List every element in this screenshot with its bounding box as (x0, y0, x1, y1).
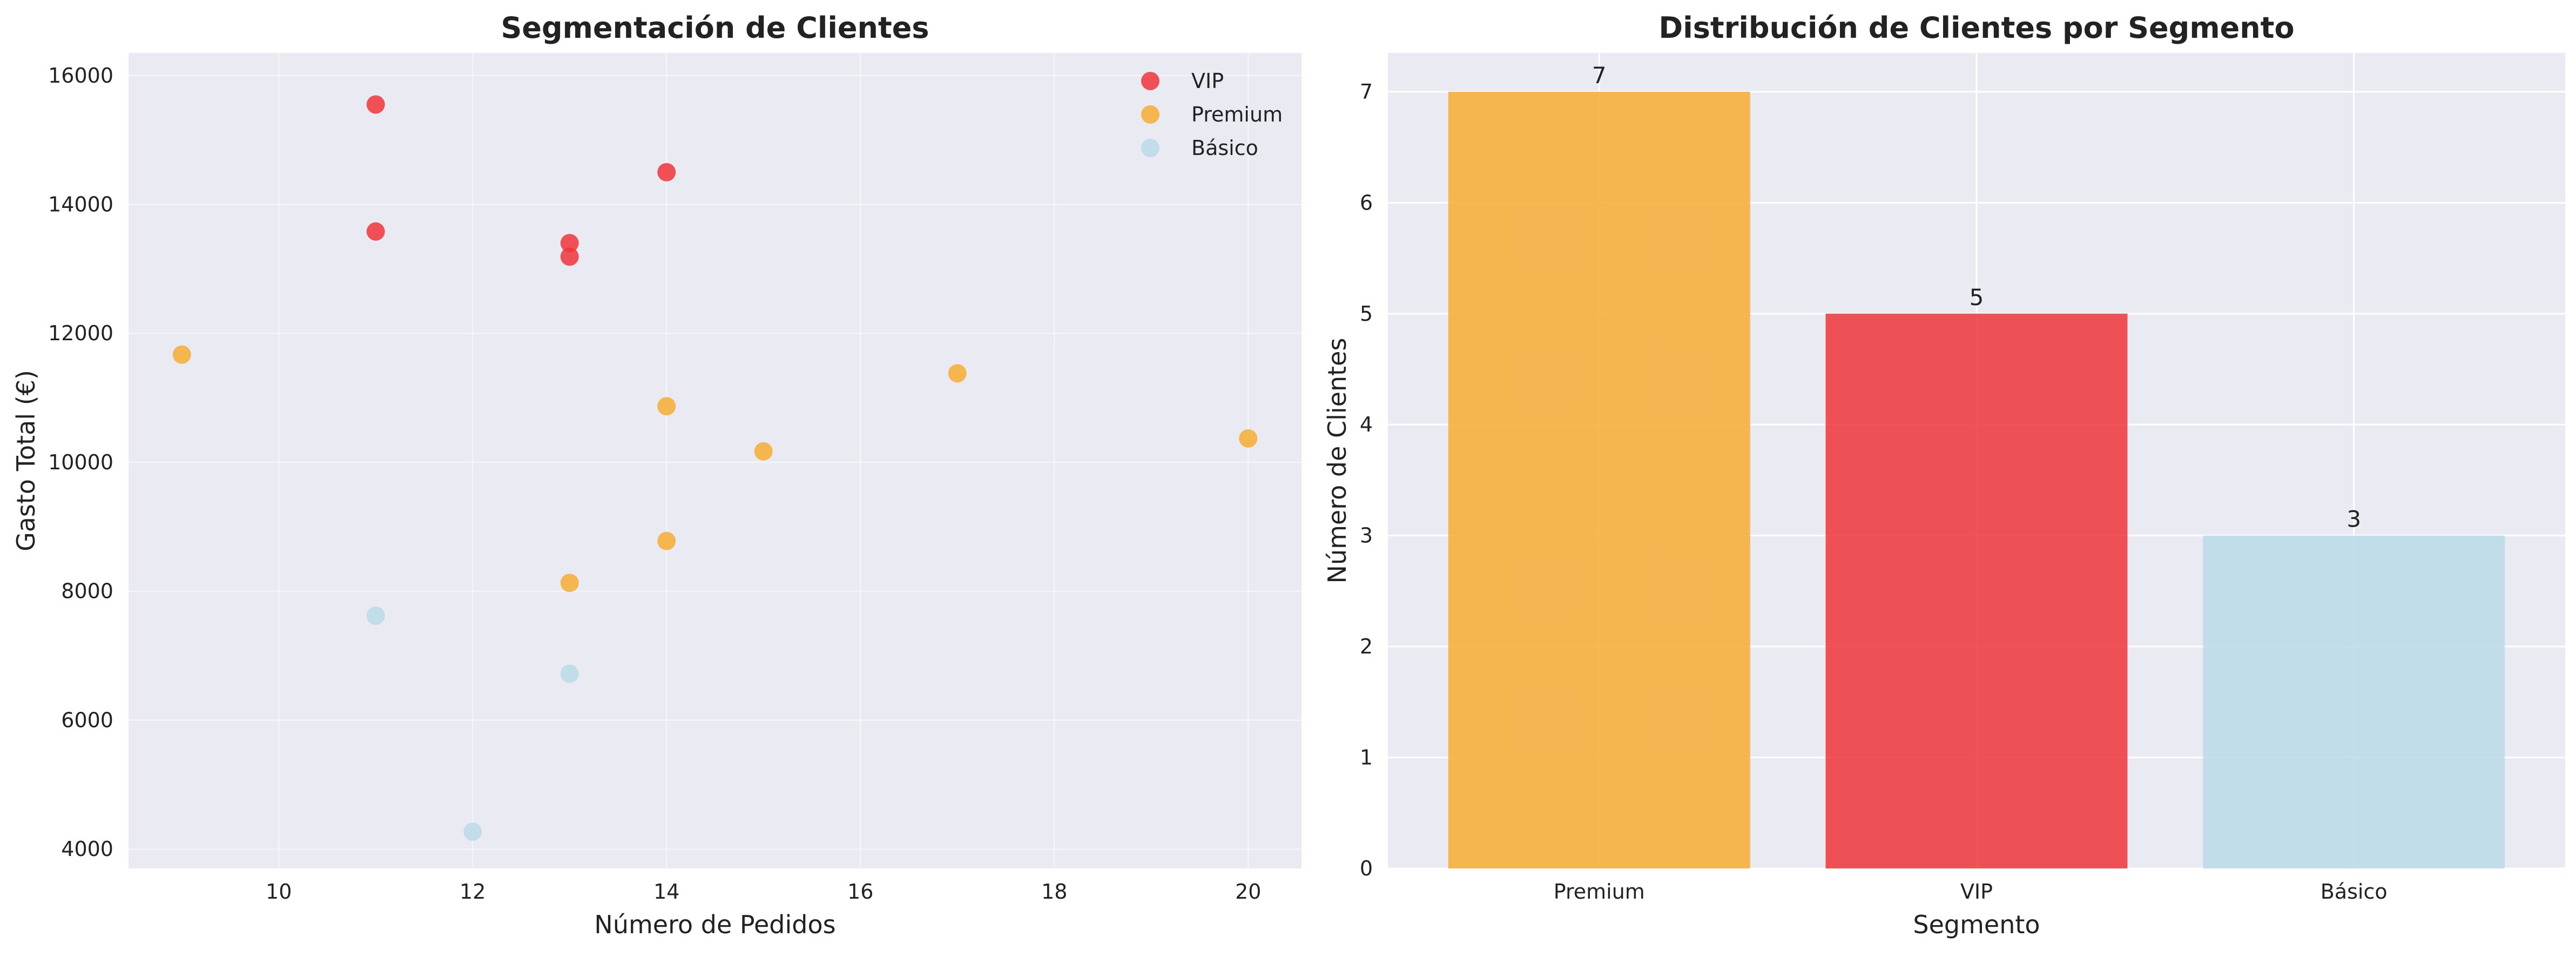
scatter-x-tick-label: 18 (1041, 880, 1067, 904)
legend-marker (1141, 105, 1159, 124)
bar (2203, 535, 2505, 868)
bars (1448, 91, 2505, 869)
bar-y-tick-label: 6 (1360, 191, 1373, 214)
bar-y-tick-label: 1 (1360, 746, 1373, 770)
bar-title: Distribución de Clientes por Segmento (1658, 11, 2294, 45)
legend-marker (1141, 139, 1159, 157)
bar (1825, 313, 2128, 869)
scatter-point (657, 531, 676, 550)
legend-label: Premium (1191, 103, 1283, 126)
scatter-y-tick-label: 12000 (48, 321, 113, 345)
scatter-point (366, 222, 385, 241)
scatter-plot-area (129, 53, 1302, 868)
scatter-point (366, 95, 385, 114)
scatter-point (366, 606, 385, 625)
bar-x-ticks: Premium VIP Básico (1554, 880, 2388, 904)
bar-data-label: 7 (1592, 62, 1607, 89)
scatter-points (172, 95, 1258, 841)
scatter-panel: 10 12 14 16 18 20 4000 6000 8000 10000 12000 14000… (11, 11, 1302, 939)
scatter-x-ticks: 10 12 14 16 18 20 (266, 880, 1261, 904)
bar-y-ticks: 0 1 2 3 4 5 6 7 (1360, 80, 1373, 880)
bar-x-tick-label: VIP (1960, 880, 1993, 904)
scatter-point (948, 364, 967, 383)
scatter-y-tick-label: 8000 (61, 579, 113, 603)
bar-data-labels: 7 5 3 (1592, 62, 2361, 533)
bar-panel: 0 1 2 3 4 5 6 7 Premium VIP Básico 7 5 3 Distribuci… (1323, 11, 2565, 939)
scatter-point (657, 397, 676, 416)
scatter-y-ticks: 4000 6000 8000 10000 12000 14000 16000 (48, 64, 113, 861)
bar-x-tick-label: Premium (1554, 880, 1645, 904)
scatter-point (657, 163, 676, 181)
scatter-y-tick-label: 6000 (61, 708, 113, 732)
scatter-point (172, 345, 191, 364)
scatter-x-tick-label: 16 (847, 880, 873, 904)
scatter-x-axis-label: Número de Pedidos (594, 910, 835, 939)
scatter-point (560, 247, 579, 266)
scatter-y-tick-label: 14000 (48, 193, 113, 217)
bar-y-tick-label: 4 (1360, 413, 1373, 436)
bar-y-tick-label: 2 (1360, 635, 1373, 658)
legend-label: Básico (1191, 136, 1258, 160)
scatter-legend: VIP Premium Básico (1141, 69, 1283, 160)
scatter-point (1239, 429, 1258, 448)
scatter-title: Segmentación de Clientes (501, 11, 929, 45)
scatter-y-tick-label: 4000 (61, 837, 113, 861)
scatter-y-axis-label: Gasto Total (€) (11, 370, 41, 551)
bar (1448, 91, 1750, 868)
scatter-point (560, 574, 579, 592)
bar-y-tick-label: 7 (1360, 80, 1373, 104)
bar-data-label: 5 (1970, 284, 1984, 311)
bar-y-tick-label: 0 (1360, 857, 1373, 880)
bar-x-tick-label: Básico (2321, 880, 2388, 904)
scatter-y-tick-label: 16000 (48, 64, 113, 87)
scatter-x-tick-label: 10 (266, 880, 292, 904)
scatter-y-tick-label: 10000 (48, 450, 113, 474)
scatter-point (560, 664, 579, 683)
legend-label: VIP (1191, 69, 1224, 93)
bar-y-tick-label: 5 (1360, 302, 1373, 326)
scatter-x-tick-label: 20 (1235, 880, 1261, 904)
scatter-point (754, 442, 773, 461)
legend-marker (1141, 72, 1159, 90)
bar-y-tick-label: 3 (1360, 524, 1373, 548)
scatter-x-tick-label: 12 (460, 880, 485, 904)
scatter-x-tick-label: 14 (653, 880, 679, 904)
bar-x-axis-label: Segmento (1913, 910, 2040, 939)
bar-y-axis-label: Número de Clientes (1323, 338, 1352, 584)
scatter-gridlines (129, 53, 1302, 868)
bar-data-label: 3 (2346, 506, 2361, 533)
scatter-point (463, 822, 482, 841)
scatter-point (560, 234, 579, 253)
